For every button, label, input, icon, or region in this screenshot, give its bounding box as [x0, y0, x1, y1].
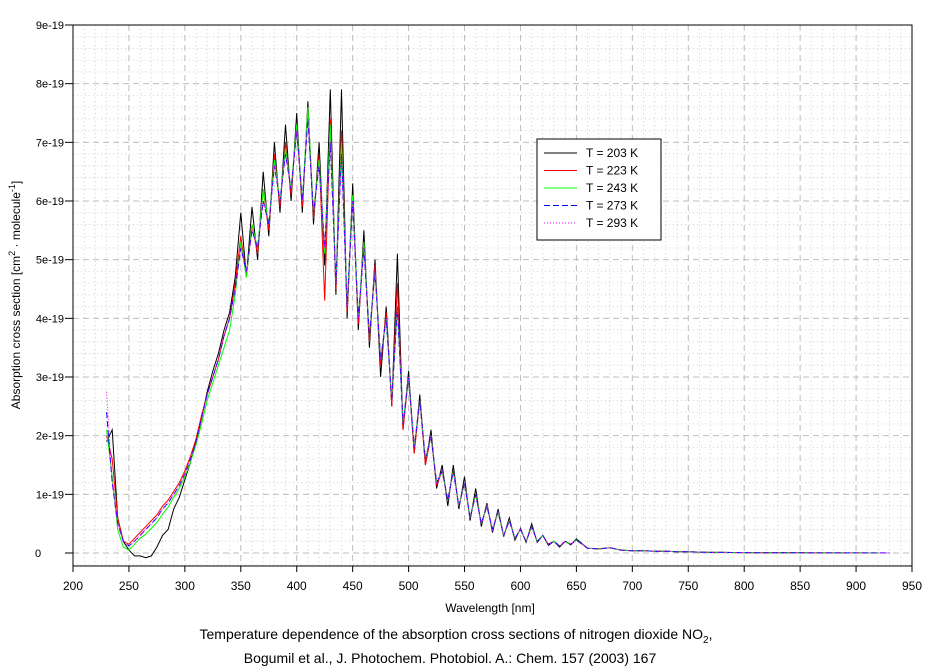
- y-tick-label: 2e-19: [36, 431, 64, 443]
- x-tick-label: 600: [510, 579, 530, 593]
- y-tick-label: 7e-19: [36, 137, 64, 149]
- grid: [73, 25, 912, 566]
- x-tick-label: 400: [287, 579, 307, 593]
- x-tick-label: 550: [455, 579, 475, 593]
- legend-box: [536, 138, 662, 241]
- x-tick-label: 850: [790, 579, 810, 593]
- plot-frame: [72, 24, 913, 567]
- legend-label: T = 223 K: [586, 164, 638, 178]
- x-tick-label: 350: [231, 579, 251, 593]
- x-tick-label: 800: [734, 579, 754, 593]
- series-line-4: [106, 118, 890, 554]
- x-tick-label: 450: [343, 579, 363, 593]
- x-tick-label: 200: [63, 579, 83, 593]
- legend-label: T = 273 K: [586, 199, 638, 213]
- x-tick-label: 950: [902, 579, 922, 593]
- series-line-5: [106, 118, 890, 554]
- y-tick-label: 0: [35, 548, 41, 560]
- y-tick-label: 5e-19: [36, 255, 64, 267]
- caption-line-1: Temperature dependence of the absorption…: [200, 626, 713, 646]
- x-tick-label: 250: [119, 579, 139, 593]
- series-lines: [106, 89, 890, 559]
- legend-label: T = 243 K: [586, 181, 638, 195]
- y-axis-label: Absorption cross section [cm2 · molecule…: [7, 181, 23, 409]
- y-tick-label: 6e-19: [36, 196, 64, 208]
- x-axis-ticks: 200 250 300 350 400 450 500 550 600 650 700 750 800 8…: [63, 566, 922, 593]
- x-tick-label: 500: [399, 579, 419, 593]
- x-tick-label: 300: [175, 579, 195, 593]
- y-tick-label: 9e-19: [36, 20, 64, 32]
- caption-line-2: Bogumil et al., J. Photochem. Photobiol.…: [244, 650, 657, 666]
- legend: T = 203 K T = 223 K T = 243 K T = 273 K T = …: [536, 138, 662, 241]
- legend-label: T = 293 K: [586, 216, 638, 230]
- y-tick-label: 3e-19: [36, 372, 64, 384]
- x-axis-label: Wavelength [nm]: [445, 601, 535, 615]
- legend-label: T = 203 K: [586, 146, 638, 160]
- x-tick-label: 700: [622, 579, 642, 593]
- x-tick-label: 750: [678, 579, 698, 593]
- y-tick-label: 8e-19: [36, 79, 64, 91]
- series-line-1: [106, 89, 845, 559]
- x-tick-label: 900: [846, 579, 866, 593]
- series-line-3: [106, 107, 879, 554]
- y-tick-label: 1e-19: [36, 489, 64, 501]
- y-tick-label: 4e-19: [36, 313, 64, 325]
- x-tick-label: 650: [566, 579, 586, 593]
- y-axis-ticks: 0 1e-19 2e-19 3e-19 4e-19 5e-19 6e-19 7e-19 8e-1…: [35, 20, 73, 560]
